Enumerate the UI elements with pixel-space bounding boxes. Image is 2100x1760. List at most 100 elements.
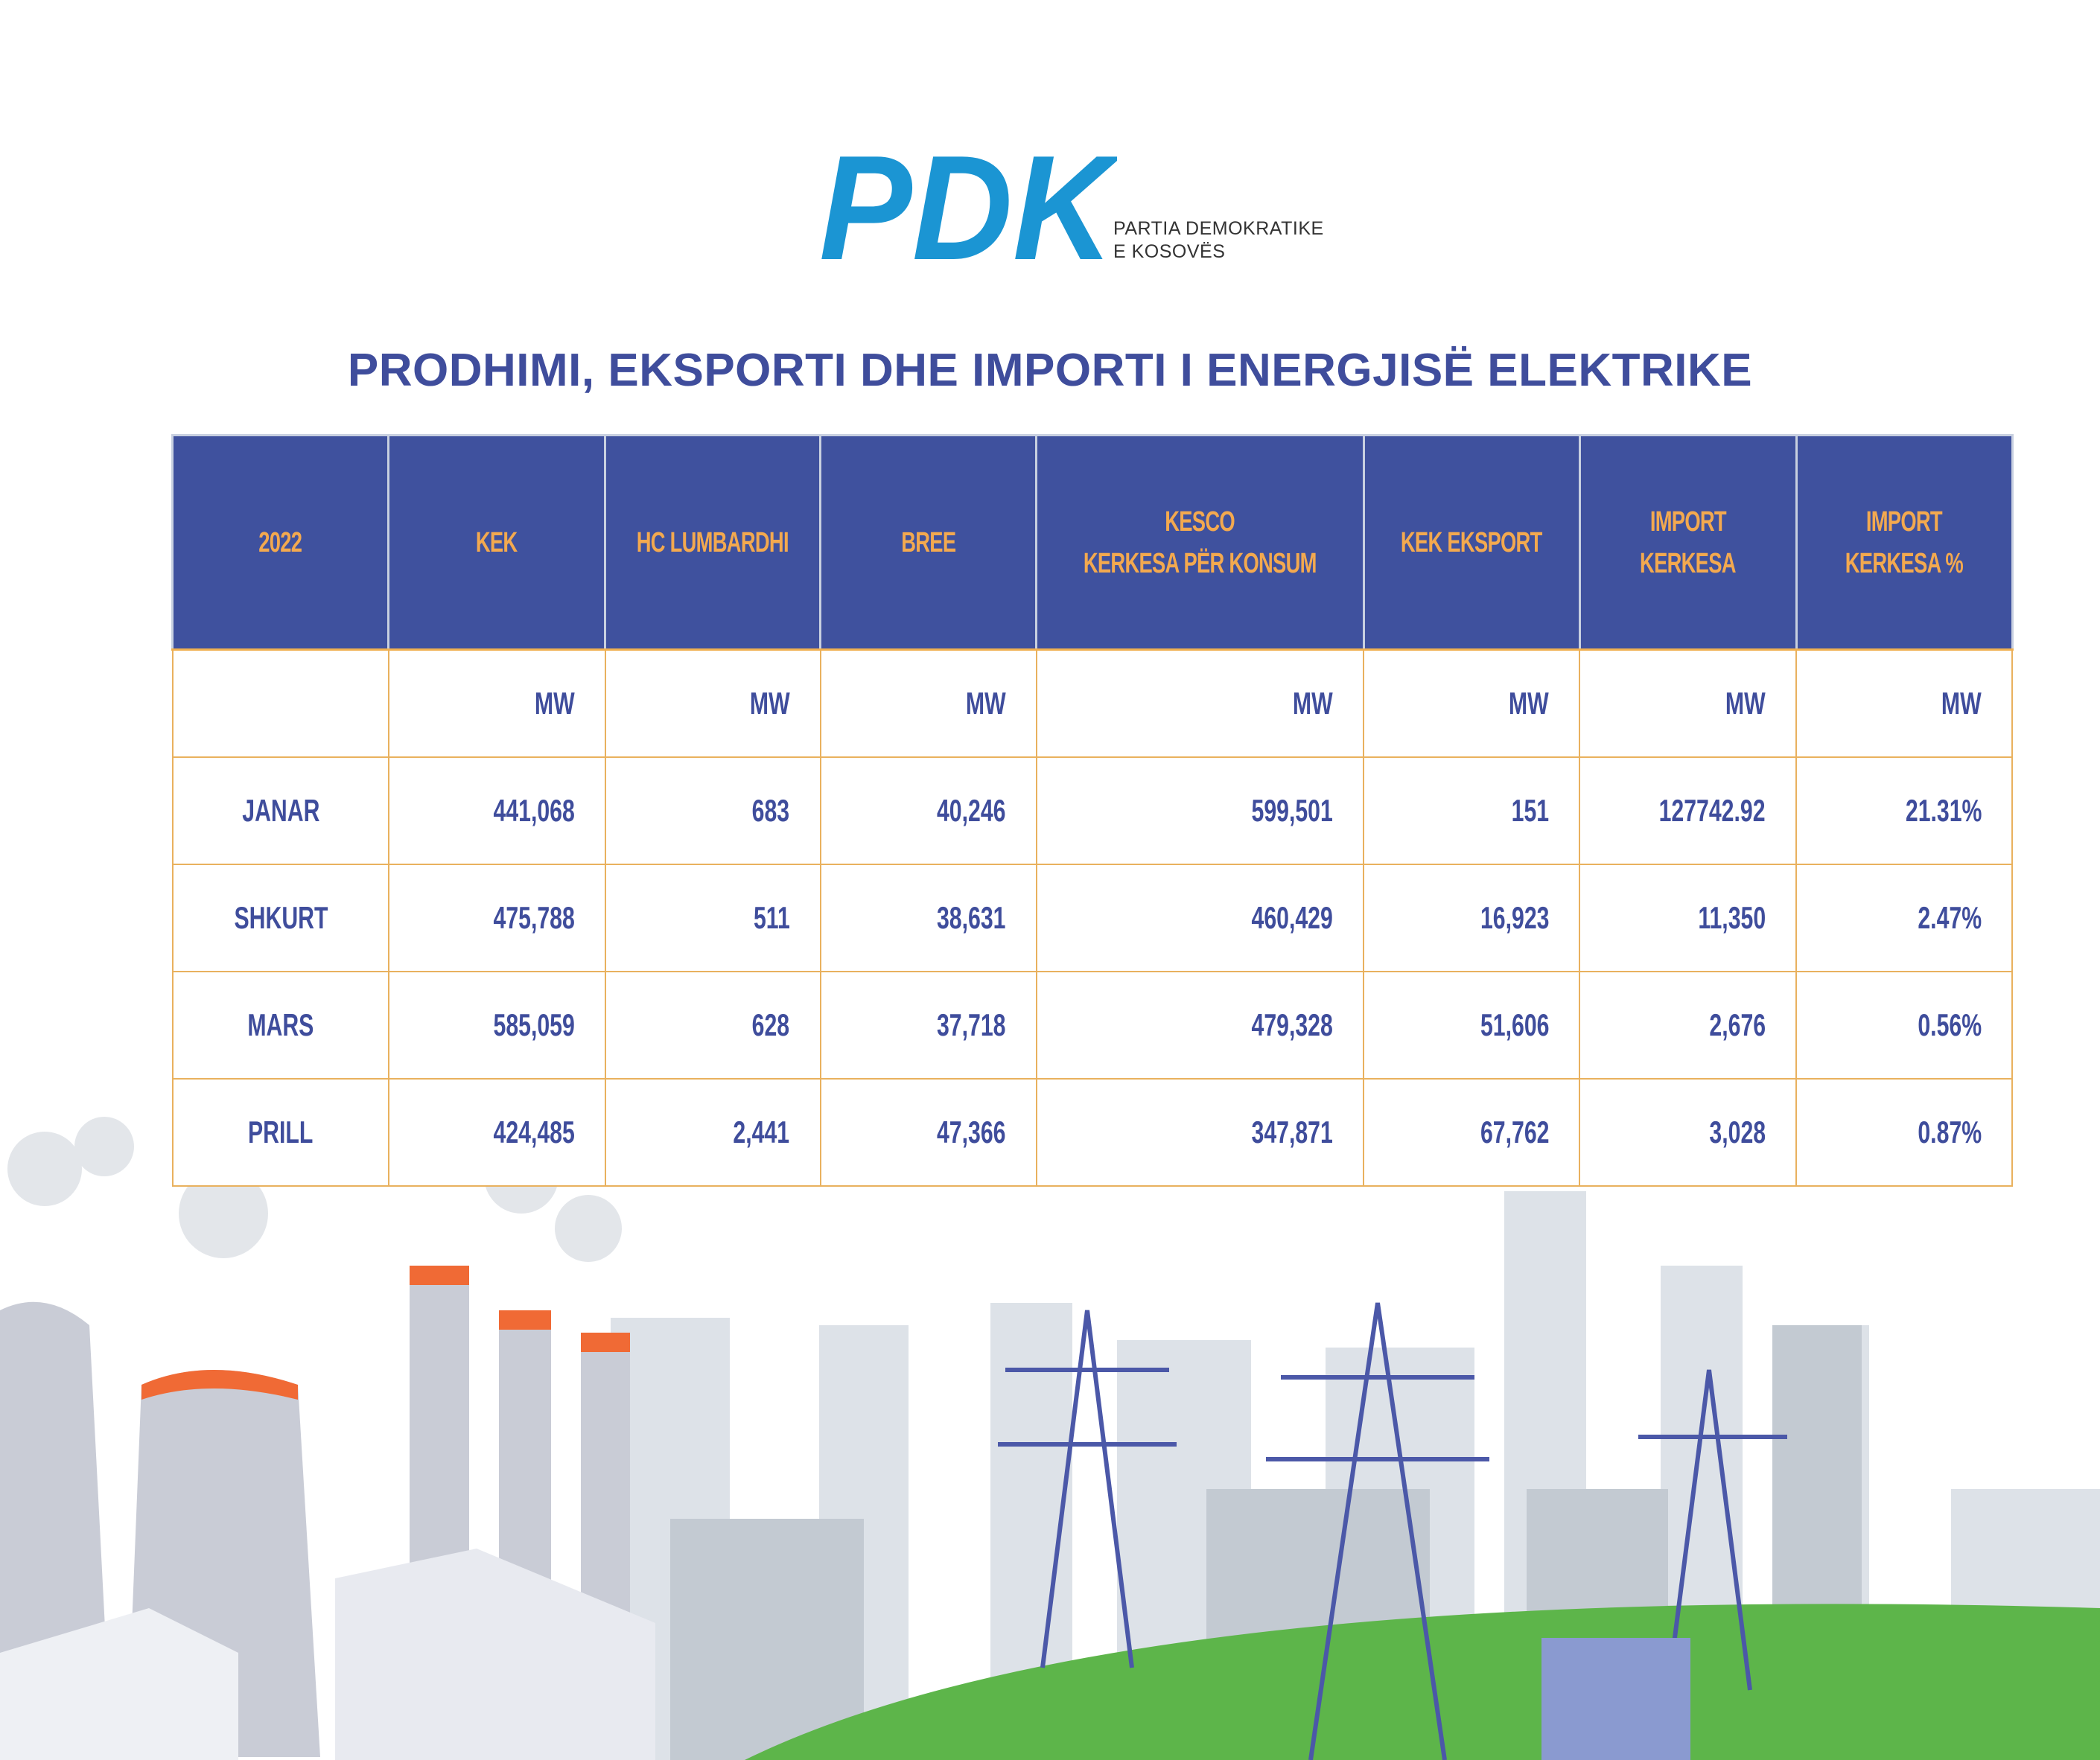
cell-text: 47,366 [937,1115,1006,1150]
header-row: 2022 KEK HC LUMBARDHI BREE KESCO KERKESA PËR … [171,434,2014,651]
month-cell: JANAR [171,756,389,865]
value-cell: 460,429 [1035,864,1365,972]
value-cell: 151 [1363,756,1581,865]
table-row: JANAR 441,068 683 40,246 599,501 151 127742.92… [171,756,2014,865]
cell-text: 3,028 [1709,1115,1766,1150]
cell-text: 16,923 [1480,900,1550,935]
cell-text: 151 [1511,793,1550,828]
value-cell: 16,923 [1363,864,1581,972]
cell-text: 37,718 [937,1007,1006,1042]
unit-cell [171,648,389,758]
logo-subtitle: PARTIA DEMOKRATIKE E KOSOVËS [1113,217,1324,264]
value-cell: 475,788 [387,864,606,972]
value-cell: 2,676 [1579,971,1798,1080]
column-header-text: HC LUMBARDHI [636,526,789,558]
cell-text: 2,441 [733,1115,790,1150]
logo-subtitle-line1: PARTIA DEMOKRATIKE [1113,218,1324,239]
cell-text: 460,429 [1251,900,1334,935]
cell-text: 441,068 [493,793,575,828]
cell-text: 475,788 [493,900,575,935]
value-cell: 67,762 [1363,1078,1581,1187]
column-header-text: BREE [900,526,956,558]
table-row: PRILL 424,485 2,441 47,366 347,871 67,762 3,02… [171,1078,2014,1187]
column-header: IMPORT KERKESA [1578,434,1798,651]
column-header-text: KERKESA % [1845,547,1964,579]
value-cell: 38,631 [819,864,1037,972]
month-cell: SHKURT [171,864,389,972]
value-cell: 47,366 [819,1078,1037,1187]
column-header-text: KEK [476,526,518,558]
value-cell: 2.47% [1795,864,2014,972]
cell-text: PRILL [248,1115,314,1150]
column-header: KEK [387,434,606,651]
value-cell: 40,246 [819,756,1037,865]
unit-text: MW [1941,686,1982,721]
unit-cell: MW [387,648,606,758]
unit-text: MW [534,686,575,721]
column-header: 2022 [171,434,389,651]
energy-table: 2022 KEK HC LUMBARDHI BREE KESCO KERKESA PËR … [171,434,2014,1187]
value-cell: 424,485 [387,1078,606,1187]
value-cell: 127742.92 [1579,756,1798,865]
cell-text: SHKURT [234,900,328,935]
value-cell: 3,028 [1579,1078,1798,1187]
svg-text:PDK: PDK [819,149,1117,268]
unit-cell: MW [1035,648,1365,758]
cell-text: 11,350 [1698,900,1766,935]
cell-text: 479,328 [1251,1007,1334,1042]
column-header-text: KESCO [1165,506,1235,538]
cell-text: 2.47% [1918,900,1982,935]
value-cell: 585,059 [387,971,606,1080]
cell-text: 127742.92 [1659,793,1766,828]
value-cell: 599,501 [1035,756,1365,865]
column-header-text: IMPORT [1865,506,1943,538]
unit-text: MW [1725,686,1766,721]
value-cell: 628 [604,971,821,1080]
unit-text: MW [1293,686,1334,721]
cell-text: 0.87% [1918,1115,1982,1150]
column-header: KEK EKSPORT [1362,434,1581,651]
unit-text: MW [965,686,1006,721]
column-header: KESCO KERKESA PËR KONSUM [1035,434,1365,651]
cell-text: 2,676 [1709,1007,1766,1042]
column-header: BREE [819,434,1037,651]
value-cell: 347,871 [1035,1078,1365,1187]
column-header-text: KERKESA PËR KONSUM [1083,547,1317,579]
cell-text: 40,246 [937,793,1006,828]
value-cell: 441,068 [387,756,606,865]
cell-text: 424,485 [493,1115,575,1150]
cell-text: 683 [752,793,790,828]
value-cell: 0.56% [1795,971,2014,1080]
cell-text: MARS [247,1007,314,1042]
value-cell: 511 [604,864,821,972]
column-header: HC LUMBARDHI [604,434,821,651]
cell-text: 585,059 [493,1007,575,1042]
table-row: SHKURT 475,788 511 38,631 460,429 16,923 11,35… [171,864,2014,972]
cell-text: 38,631 [937,900,1006,935]
unit-text: MW [1509,686,1550,721]
value-cell: 11,350 [1579,864,1798,972]
power-plant-illustration [0,1117,2100,1760]
column-header-text: 2022 [258,526,302,558]
page-title: PRODHIMI, EKSPORTI DHE IMPORTI I ENERGJI… [347,345,1753,396]
value-cell: 2,441 [604,1078,821,1187]
value-cell: 683 [604,756,821,865]
value-cell: 51,606 [1363,971,1581,1080]
units-row: MW MW MW MW MW MW MW [171,648,2014,758]
column-header: IMPORT KERKESA % [1795,434,2014,651]
cell-text: 511 [753,900,790,935]
cell-text: 21.31% [1905,793,1982,828]
pdk-logo: PDK PARTIA DEMOKRATIKE E KOSOVËS [819,149,1355,268]
table-row: MARS 585,059 628 37,718 479,328 51,606 2,676 0.… [171,971,2014,1080]
unit-cell: MW [1363,648,1581,758]
month-cell: PRILL [171,1078,389,1187]
unit-cell: MW [1795,648,2014,758]
unit-cell: MW [1579,648,1798,758]
column-header-text: KERKESA [1640,547,1736,579]
pdk-logo-mark: PDK [819,149,1117,268]
value-cell: 21.31% [1795,756,2014,865]
cell-text: 0.56% [1918,1007,1982,1042]
column-header-text: IMPORT [1649,506,1726,538]
cell-text: 599,501 [1251,793,1334,828]
cell-text: 347,871 [1251,1115,1334,1150]
